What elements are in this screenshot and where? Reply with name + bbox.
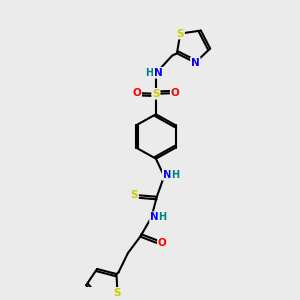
Text: O: O	[132, 88, 141, 98]
Text: H: H	[171, 170, 179, 180]
Text: N: N	[191, 58, 200, 68]
Text: N: N	[163, 170, 172, 180]
Text: H: H	[145, 68, 154, 78]
Text: N: N	[154, 68, 163, 78]
Text: S: S	[114, 288, 121, 298]
Text: S: S	[130, 190, 138, 200]
Text: N: N	[150, 212, 159, 222]
Text: S: S	[152, 89, 160, 99]
Text: O: O	[158, 238, 167, 248]
Text: O: O	[171, 88, 179, 98]
Text: S: S	[176, 28, 184, 39]
Text: H: H	[159, 212, 167, 222]
